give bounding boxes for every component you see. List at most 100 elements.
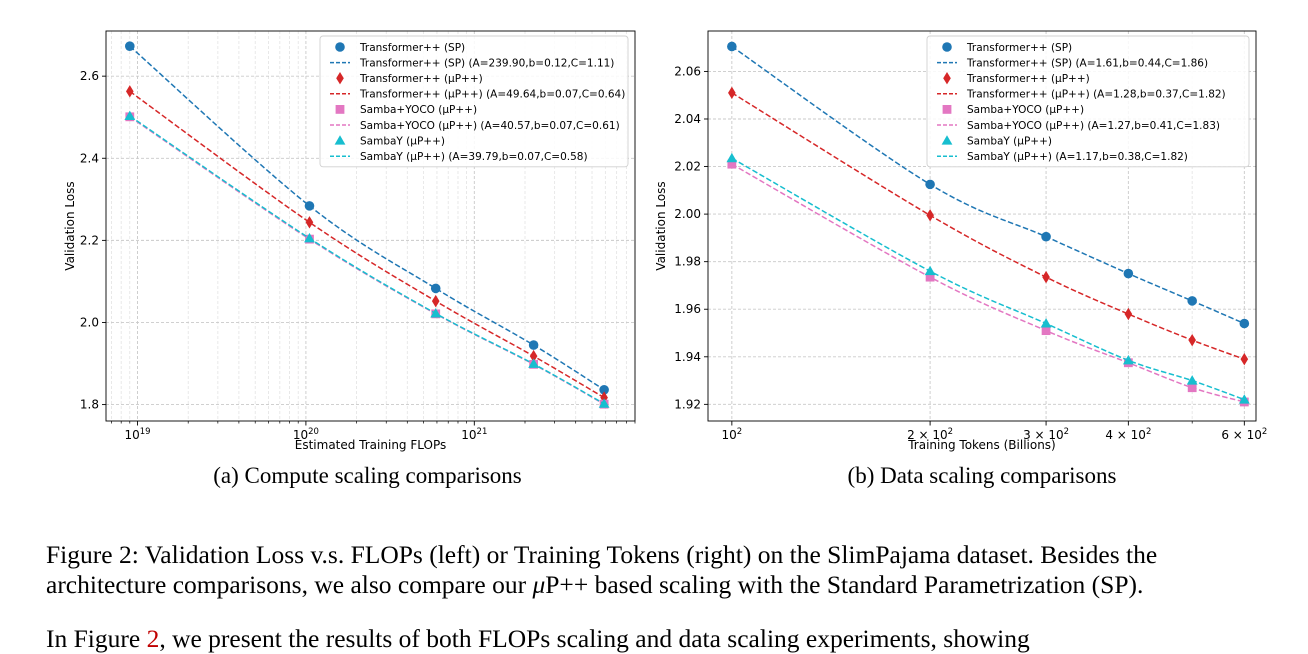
y-tick-label: 1.96 [674, 302, 701, 316]
legend-marker-transformerpp-muppp [336, 72, 344, 85]
y-tick-label: 1.98 [674, 255, 701, 269]
legend: Transformer++ (SP) Transformer++ (SP) (A=… [319, 35, 629, 168]
figure-reference-link[interactable]: 2 [146, 624, 160, 653]
gridlines [106, 31, 636, 424]
data-point-sambay-muppp [924, 265, 936, 276]
legend-frame [926, 35, 1250, 168]
legend-label: Transformer++ (SP) [966, 42, 1072, 54]
legend-marker-sambay-muppp [941, 135, 953, 145]
figure-caption-mu: μ [532, 570, 546, 599]
legend-label: Transformer++ (μP++) [966, 73, 1090, 85]
legend-marker-sambay-muppp [334, 135, 346, 145]
x-tick-label: 1019 [124, 427, 150, 442]
x-tick-label-exponent: 2 [1064, 427, 1069, 437]
data-point-transformerpp-sp [727, 41, 737, 52]
series-sambapyoco-muppp [727, 159, 1249, 407]
y-tick-label: 2.06 [674, 64, 701, 78]
x-tick-label: 4 × 102 [1105, 427, 1151, 442]
x-tick-label-exponent: 2 [948, 427, 953, 437]
x-tick-label: 6 × 102 [1221, 427, 1267, 442]
x-tick-label-base: 6 × 10 [1221, 428, 1262, 442]
data-point-sambay-muppp [528, 358, 540, 368]
y-tick-label: 1.94 [674, 350, 701, 364]
y-tick-label: 2.04 [674, 112, 701, 126]
data-point-transformerpp-muppp [1188, 333, 1196, 347]
y-tick-label: 2.2 [80, 233, 99, 247]
figure-caption: Figure 2: Validation Loss v.s. FLOPs (le… [46, 540, 1276, 600]
figure-caption-part1: Figure 2: Validation Loss v.s. FLOPs (le… [46, 540, 1158, 599]
data-point-transformerpp-muppp [728, 86, 736, 100]
data-point-sambapyoco-muppp [1187, 383, 1197, 393]
x-tick-label: 3 × 102 [1023, 427, 1069, 442]
series-transformerpp-sp [727, 41, 1250, 329]
legend-label: SambaY (μP++) [360, 135, 445, 147]
x-tick-label: 1020 [293, 427, 319, 442]
x-tick-label-base: 10 [293, 428, 308, 442]
fit-curve-sambapyoco-muppp [731, 163, 1245, 403]
body-text-pre: In Figure [46, 624, 147, 653]
data-point-sambapyoco-muppp [727, 159, 737, 169]
fit-curve-transformerpp-sp [129, 45, 605, 391]
data-point-transformerpp-muppp [125, 85, 134, 98]
axes-frame [105, 30, 636, 422]
legend-marker-sambapyoco-muppp [942, 105, 952, 114]
legend-label: Transformer++ (SP) [359, 42, 465, 54]
data-point-transformerpp-sp [430, 283, 441, 294]
fit-curve-sambay-muppp [731, 157, 1245, 401]
legend-marker-transformerpp-sp [335, 42, 345, 52]
legend-label: Transformer++ (μP++) (A=1.28,b=0.37,C=1.… [966, 89, 1226, 101]
series-transformerpp-muppp [728, 86, 1249, 366]
data-point-transformerpp-sp [925, 179, 935, 190]
data-point-sambay-muppp [304, 232, 315, 243]
fit-curve-sambay-muppp [129, 115, 605, 405]
data-point-sambapyoco-muppp [925, 272, 935, 282]
y-tick-label: 2.0 [80, 315, 99, 329]
body-text-post: , we present the results of both FLOPs s… [159, 624, 1030, 653]
legend-label: Samba+YOCO (μP++) [360, 104, 477, 116]
data-point-sambay-muppp [1122, 354, 1134, 365]
data-point-transformerpp-sp [1041, 231, 1051, 242]
x-tick-label-exponent: 2 [737, 427, 742, 437]
y-tick-label: 1.8 [80, 398, 99, 412]
x-tick-label-exponent: 2 [1146, 427, 1151, 437]
legend: Transformer++ (SP) Transformer++ (SP) (A=… [926, 35, 1250, 168]
data-point-transformerpp-sp [528, 340, 539, 350]
legend-label: SambaY (μP++) (A=39.79,b=0.07,C=0.58) [360, 151, 588, 163]
data-point-sambapyoco-muppp [1041, 326, 1051, 336]
x-tick-label-base: 4 × 10 [1105, 428, 1146, 442]
data-point-sambay-muppp [726, 152, 738, 163]
data-point-transformerpp-sp [599, 385, 609, 395]
legend-label: Samba+YOCO (μP++) (A=40.57,b=0.07,C=0.61… [360, 120, 620, 132]
x-tick-label-exponent: 21 [477, 427, 488, 437]
data-point-transformerpp-sp [1239, 318, 1250, 329]
series-sambay-muppp [124, 110, 610, 408]
x-tick-label-exponent: 19 [140, 427, 151, 437]
legend-label: Samba+YOCO (μP++) (A=1.27,b=0.41,C=1.83) [967, 120, 1220, 132]
legend-frame [319, 35, 629, 168]
legend-label: Samba+YOCO (μP++) [967, 104, 1084, 116]
series-transformerpp-sp [124, 41, 609, 395]
y-axis-label: Validation Loss [654, 181, 668, 270]
x-tick-label-base: 3 × 10 [1023, 428, 1064, 442]
caption-data-scaling: (b) Data scaling comparisons [847, 463, 1117, 488]
data-point-transformerpp-sp [1187, 296, 1197, 306]
x-tick-label: 1021 [461, 427, 487, 442]
legend-marker-transformerpp-sp [942, 42, 952, 52]
x-tick-label: 2 × 102 [907, 427, 953, 442]
x-tick-label-exponent: 20 [308, 427, 319, 437]
legend-label: Transformer++ (SP) (A=1.61,b=0.44,C=1.86… [966, 57, 1208, 69]
legend-label: Transformer++ (SP) (A=239.90,b=0.12,C=1.… [359, 57, 614, 69]
data-point-transformerpp-muppp [431, 294, 440, 308]
figure-caption-part2: P++ based scaling with the Standard Para… [545, 570, 1144, 599]
data-point-sambay-muppp [1238, 394, 1250, 404]
y-tick-label: 1.92 [674, 397, 701, 411]
y-tick-label: 2.02 [674, 160, 701, 174]
legend-label: SambaY (μP++) [967, 135, 1052, 147]
data-point-transformerpp-muppp [1124, 307, 1133, 321]
data-point-transformerpp-sp [1123, 268, 1134, 279]
y-tick-label: 2.00 [674, 207, 701, 221]
data-point-sambay-muppp [1040, 318, 1052, 328]
